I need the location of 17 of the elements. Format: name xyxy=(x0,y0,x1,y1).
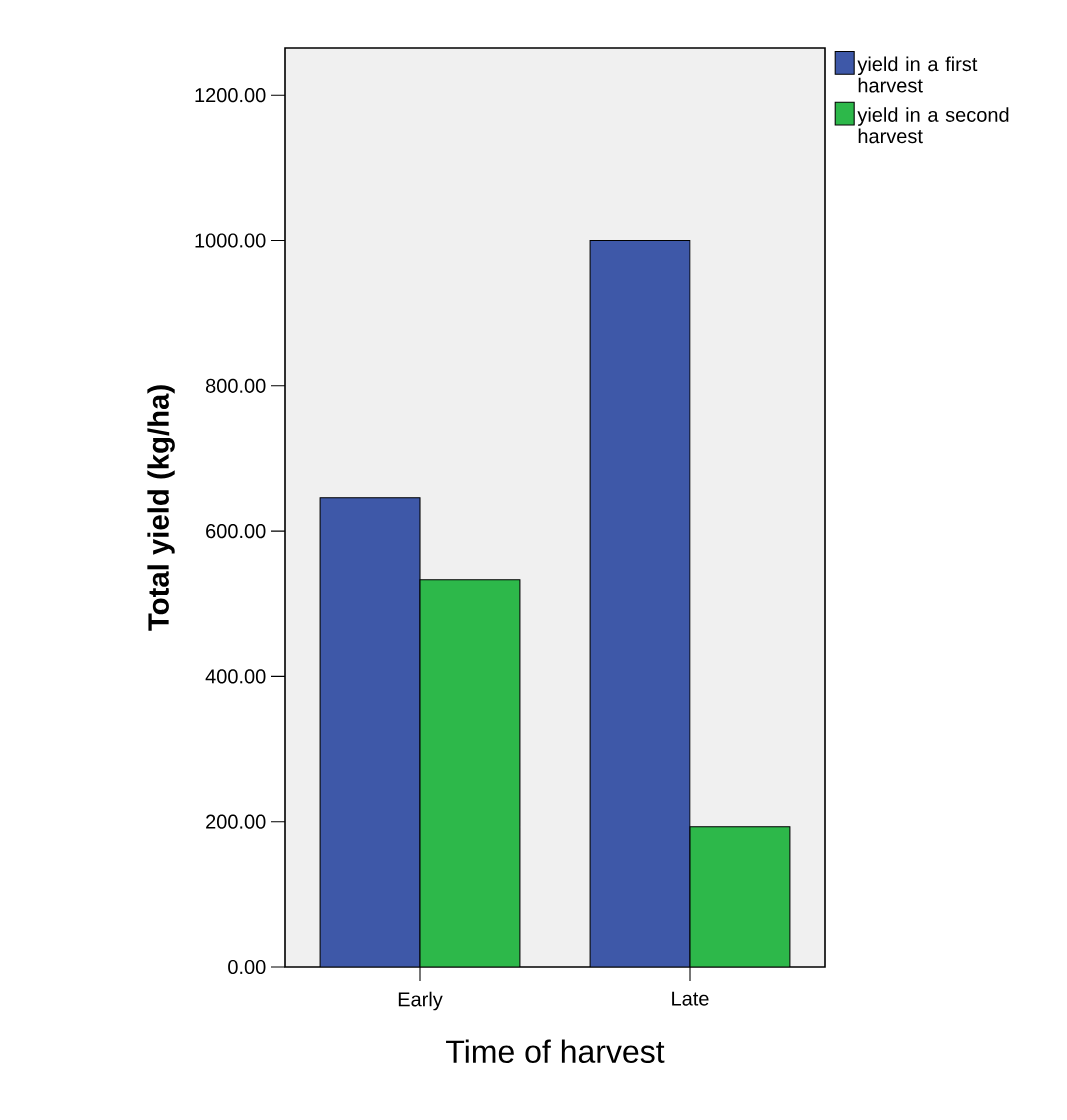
bar xyxy=(319,497,421,967)
bar xyxy=(689,826,791,967)
y-tick-label: 1200.00 xyxy=(195,88,266,103)
y-tick-label: 1000.00 xyxy=(195,233,266,248)
y-tick-label: 800.00 xyxy=(205,378,266,393)
x-tick-label: Late xyxy=(672,991,709,1006)
x-tick-label: Early xyxy=(398,991,443,1011)
bar xyxy=(419,579,521,967)
bar xyxy=(589,239,691,967)
y-tick-label: 400.00 xyxy=(205,669,266,684)
y-axis-title: Total yield (kg/ha) xyxy=(147,385,175,631)
y-tick-label: 200.00 xyxy=(206,814,266,829)
y-tick-label: 600.00 xyxy=(206,524,266,539)
legend-label: yield in a second harvest xyxy=(857,107,1009,144)
y-tick-label: 0.00 xyxy=(228,959,266,975)
x-axis-title: Time of harvest xyxy=(446,1039,665,1064)
legend-label: yield in a first harvest xyxy=(857,56,978,93)
